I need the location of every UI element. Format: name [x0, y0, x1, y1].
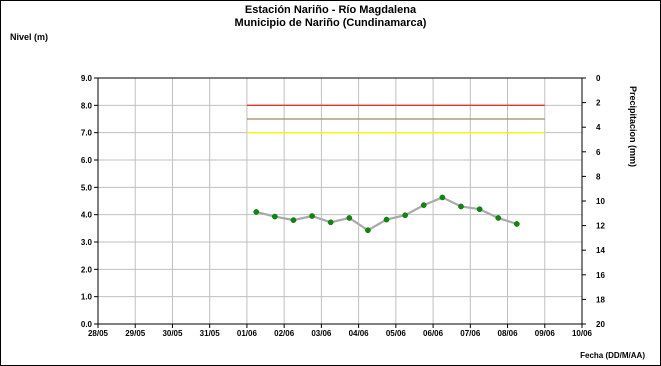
y2-tick-label: 8 — [596, 172, 601, 181]
data-point — [271, 213, 278, 220]
x-tick-label: 09/06 — [535, 329, 556, 338]
data-point — [365, 227, 371, 234]
y-tick-label: 4.0 — [81, 211, 93, 220]
y-tick-label: 6.0 — [81, 156, 93, 165]
y2-tick-label: 2 — [596, 99, 601, 108]
data-point — [420, 202, 427, 208]
y2-tick-label: 10 — [596, 197, 605, 206]
x-tick-label: 08/06 — [498, 329, 519, 338]
data-point — [458, 203, 464, 210]
data-point — [327, 219, 334, 226]
y-axis-label: Nivel (m) — [10, 32, 49, 42]
y2-tick-label: 20 — [596, 320, 605, 329]
data-point — [253, 209, 260, 215]
y2-tick-label: 16 — [596, 271, 605, 280]
y-tick-label: 9.0 — [81, 74, 93, 83]
data-point — [346, 215, 353, 221]
data-point — [439, 194, 446, 201]
x-tick-label: 04/06 — [349, 329, 370, 338]
x-tick-label: 10/06 — [572, 329, 593, 338]
x-tick-label: 31/05 — [200, 329, 221, 338]
x-tick-label: 03/06 — [311, 329, 332, 338]
x-tick-label: 05/06 — [386, 329, 407, 338]
x-tick-label: 06/06 — [423, 329, 444, 338]
chart-subtitle: Municipio de Nariño (Cundinamarca) — [234, 17, 427, 29]
y-tick-label: 2.0 — [81, 265, 93, 274]
x-tick-label: 02/06 — [274, 329, 295, 338]
data-point — [290, 217, 297, 223]
y-tick-label: 3.0 — [81, 238, 93, 247]
y2-tick-label: 0 — [596, 74, 601, 83]
data-point — [402, 212, 409, 219]
y-tick-label: 0.0 — [81, 320, 93, 329]
y2-tick-label: 12 — [596, 222, 605, 231]
data-point — [513, 221, 520, 227]
y2-tick-label: 18 — [596, 295, 605, 304]
plot-area — [98, 78, 582, 324]
y2-tick-label: 6 — [596, 148, 601, 157]
data-point — [309, 213, 315, 219]
data-point — [495, 215, 502, 221]
y2-tick-label: 4 — [596, 123, 601, 132]
x-tick-label: 01/06 — [237, 329, 258, 338]
x-tick-label: 30/05 — [162, 329, 183, 338]
y-tick-label: 5.0 — [81, 183, 93, 192]
x-tick-label: 29/05 — [125, 329, 146, 338]
y2-tick-label: 14 — [596, 246, 605, 255]
x-tick-label: 07/06 — [460, 329, 481, 338]
y-tick-label: 1.0 — [81, 293, 93, 302]
chart-title: Estación Nariño - Río Magdalena — [244, 4, 417, 16]
data-point — [383, 216, 390, 223]
y-tick-label: 8.0 — [81, 101, 93, 110]
data-point — [476, 206, 483, 213]
y-tick-label: 7.0 — [81, 129, 93, 138]
x-tick-label: 28/05 — [88, 329, 109, 338]
x-axis-label: Fecha (DD/M/AA) — [580, 351, 645, 360]
